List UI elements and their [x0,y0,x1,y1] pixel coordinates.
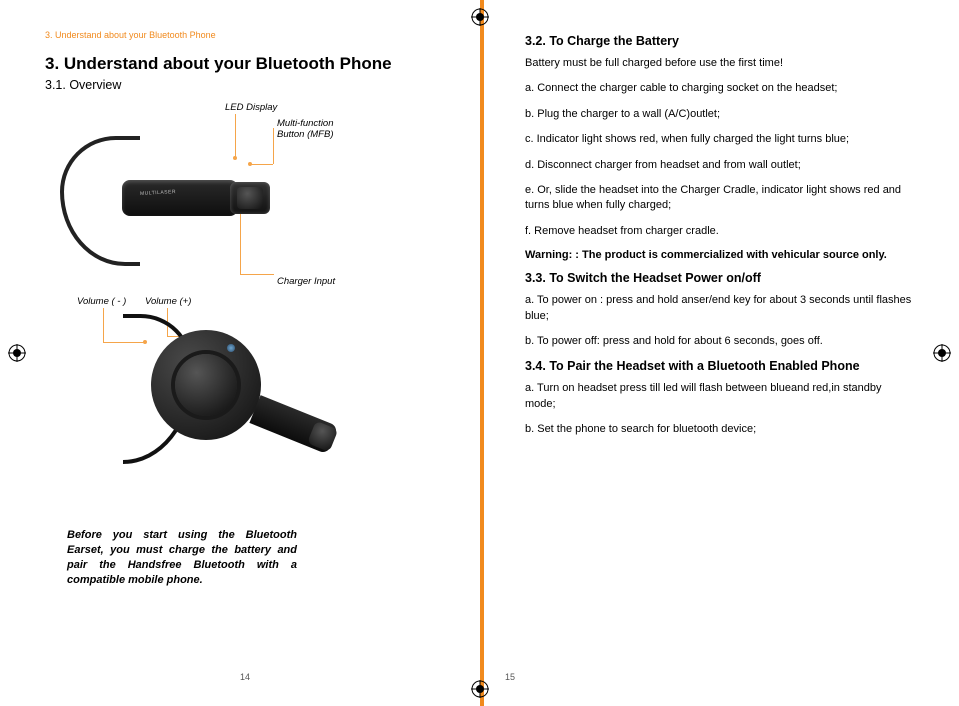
label-mfb: Multi-function Button (MFB) [277,118,347,141]
page-number-right: 15 [505,672,515,682]
callout-line [273,128,274,164]
mic-tip [307,421,338,452]
callout-line [103,308,104,342]
s32-c: c. Indicator light shows red, when fully… [525,132,914,147]
warning-text: Warning: : The product is commercialized… [525,249,914,261]
s34-b: b. Set the phone to search for bluetooth… [525,422,914,437]
s32-d: d. Disconnect charger from headset and f… [525,158,914,173]
left-page: 3. Understand about your Bluetooth Phone… [0,0,480,706]
speaker-center [175,354,237,416]
registration-mark-icon [471,680,489,698]
label-vol-down: Volume ( - ) [77,296,126,307]
overview-diagram-front: Volume ( - ) Volume (+) [45,294,405,524]
s33-b: b. To power off: press and hold for abou… [525,334,914,349]
s33-a: a. To power on : press and hold anser/en… [525,293,914,324]
registration-mark-icon [471,8,489,26]
right-page: 3.2. To Charge the Battery Battery must … [480,0,959,706]
label-vol-up: Volume (+) [145,296,191,307]
section-3-4-title: 3.4. To Pair the Headset with a Bluetoot… [525,359,914,373]
section-3-1-title: 3.1. Overview [45,78,435,92]
breadcrumb: 3. Understand about your Bluetooth Phone [45,30,435,40]
pre-use-note: Before you start using the Bluetooth Ear… [67,528,297,587]
s32-intro: Battery must be full charged before use … [525,56,914,71]
label-charger: Charger Input [277,276,335,287]
registration-mark-icon [933,344,951,362]
registration-mark-icon [8,344,26,362]
s32-a: a. Connect the charger cable to charging… [525,81,914,96]
callout-line [250,164,273,165]
section-3-2-title: 3.2. To Charge the Battery [525,34,914,48]
label-led: LED Display [225,102,277,113]
mfb-button [237,187,263,209]
s34-a: a. Turn on headset press till led will f… [525,381,914,412]
mic-boom [249,395,338,454]
page-number-left: 14 [240,672,250,682]
s32-e: e. Or, slide the headset into the Charge… [525,183,914,214]
headset-illustration-side: MULTILASER [60,128,250,278]
s32-f: f. Remove headset from charger cradle. [525,224,914,239]
headset-body [122,180,238,216]
led-indicator [227,344,235,352]
overview-diagram-top: LED Display Multi-function Button (MFB) … [45,98,405,298]
section-3-title: 3. Understand about your Bluetooth Phone [45,54,435,74]
headset-illustration-front [121,324,291,474]
s32-b: b. Plug the charger to a wall (A/C)outle… [525,107,914,122]
section-3-3-title: 3.3. To Switch the Headset Power on/off [525,271,914,285]
